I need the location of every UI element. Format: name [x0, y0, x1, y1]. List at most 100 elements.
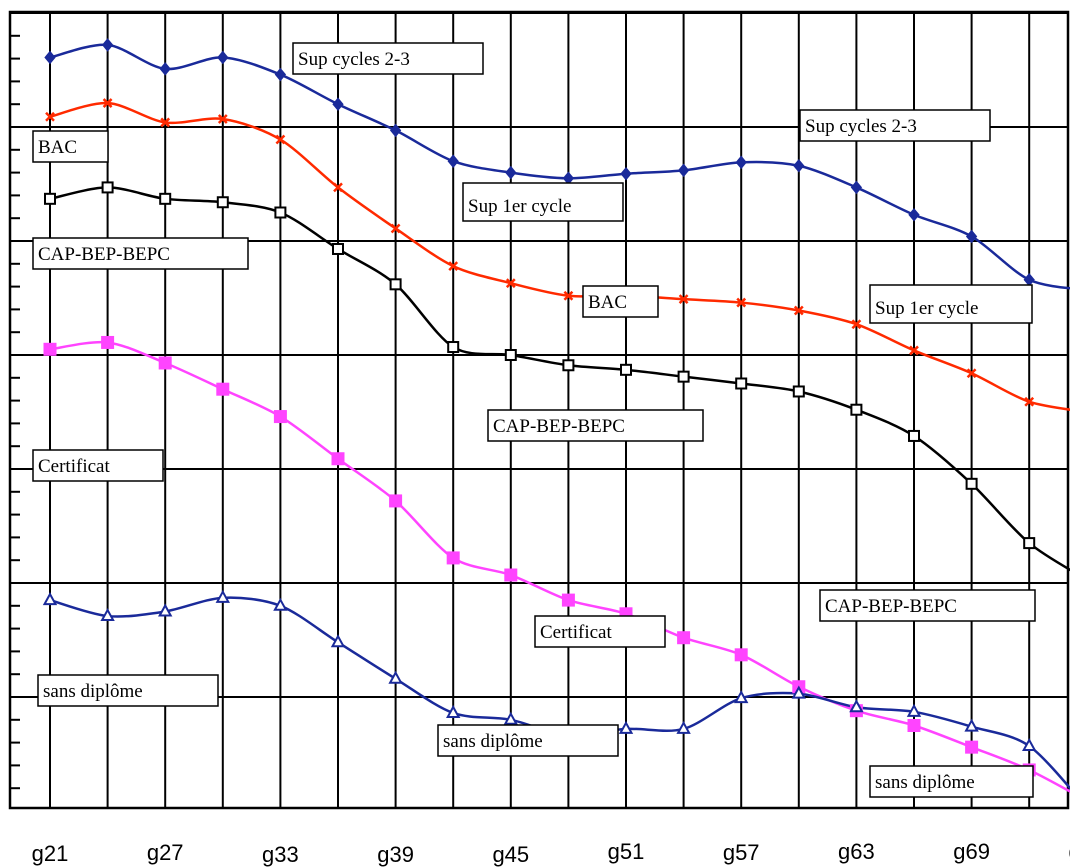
data-point: [907, 719, 921, 732]
data-point: [850, 403, 863, 416]
data-point: [793, 158, 805, 173]
data-point: [101, 181, 114, 194]
x-tick-label: g57: [723, 840, 760, 865]
data-point: [850, 180, 863, 195]
annotation-box: [869, 765, 1034, 798]
data-point: [390, 223, 401, 234]
data-point: [735, 377, 748, 390]
data-point: [44, 50, 56, 65]
data-point: [735, 155, 747, 170]
annotation-label: sans diplôme: [43, 681, 143, 702]
annotation-label: BAC: [588, 292, 627, 313]
annotation-label: BAC: [38, 137, 77, 158]
data-point: [44, 192, 56, 205]
data-point: [908, 429, 920, 442]
data-point: [333, 182, 343, 193]
data-point: [160, 117, 171, 128]
data-point: [448, 261, 459, 271]
annotation-label: CAP-BEP-BEPC: [38, 244, 170, 265]
data-point: [275, 134, 286, 145]
data-point: [1023, 537, 1036, 550]
data-point: [330, 634, 346, 648]
data-point: [446, 551, 460, 565]
data-point: [274, 67, 287, 82]
data-point: [734, 648, 748, 662]
x-tick-label: g45: [492, 842, 529, 867]
data-point: [100, 607, 115, 622]
data-point: [158, 603, 173, 617]
data-point: [42, 592, 58, 606]
annotation-box: [32, 449, 164, 482]
data-point: [505, 165, 517, 180]
x-tick-label: g21: [32, 841, 69, 866]
annotation-box: [799, 109, 991, 142]
data-point: [793, 305, 804, 316]
data-point: [965, 229, 978, 244]
data-point: [851, 319, 862, 330]
data-point: [966, 368, 977, 379]
data-point: [561, 593, 575, 607]
x-tick-label: g51: [608, 839, 645, 864]
x-tick-label: g75: [1068, 839, 1070, 864]
data-point: [274, 206, 287, 219]
annotation-labels: Sup cycles 2-3 Sup cycles 2-3 BAC BAC Sup 1e…: [32, 42, 1036, 798]
data-point: [504, 568, 518, 582]
data-point: [217, 50, 229, 65]
data-point: [849, 699, 864, 713]
data-point: [158, 356, 172, 370]
data-point: [965, 740, 979, 754]
data-point: [505, 278, 516, 289]
annotation-box: [37, 674, 219, 707]
data-point: [447, 341, 460, 354]
data-point: [217, 114, 228, 124]
data-point: [102, 98, 113, 108]
data-point: [964, 718, 979, 732]
data-point: [620, 363, 632, 376]
data-point: [1023, 272, 1035, 287]
annotation-label: Sup cycles 2-3: [298, 49, 410, 70]
annotation-box: [869, 284, 1033, 324]
x-tick-labels: g21 g27 g33 g39 g45 g51 g57 g63 g69 g75: [32, 839, 1070, 867]
data-point: [908, 207, 920, 222]
data-point: [389, 278, 402, 291]
data-point: [45, 111, 55, 122]
annotation-label: CAP-BEP-BEPC: [825, 596, 957, 617]
data-point: [447, 154, 459, 168]
data-point: [216, 196, 229, 209]
data-point: [1024, 396, 1035, 407]
annotation-box: [32, 130, 109, 163]
data-point: [965, 477, 978, 490]
annotation-label: Sup cycles 2-3: [805, 116, 917, 137]
x-tick-label: g63: [838, 839, 875, 864]
x-tick-label: g27: [147, 840, 184, 865]
data-point: [273, 597, 288, 611]
data-point: [332, 97, 344, 111]
data-point: [909, 345, 919, 356]
data-point: [388, 670, 403, 684]
annotation-box: [582, 285, 659, 318]
data-point: [1022, 737, 1037, 752]
annotation-label: sans diplôme: [443, 731, 543, 752]
data-point: [43, 342, 57, 356]
data-point: [791, 685, 806, 699]
data-point: [331, 452, 345, 466]
data-point: [677, 163, 690, 178]
x-tick-label: g39: [377, 842, 414, 867]
data-point: [563, 290, 574, 301]
annotation-box: [462, 182, 624, 222]
data-point: [332, 242, 344, 255]
x-tick-label: g33: [262, 842, 299, 867]
annotation-label: Certificat: [540, 622, 612, 643]
data-point: [792, 385, 805, 398]
annotation-box: [292, 42, 484, 75]
data-point: [677, 370, 690, 383]
annotation-box: [437, 724, 619, 757]
data-point: [216, 382, 230, 396]
data-point: [446, 704, 461, 718]
data-point: [273, 410, 287, 424]
annotation-label: Certificat: [38, 456, 110, 477]
data-point: [734, 690, 749, 704]
data-point: [677, 631, 691, 645]
plot-grid: [8, 10, 1070, 810]
